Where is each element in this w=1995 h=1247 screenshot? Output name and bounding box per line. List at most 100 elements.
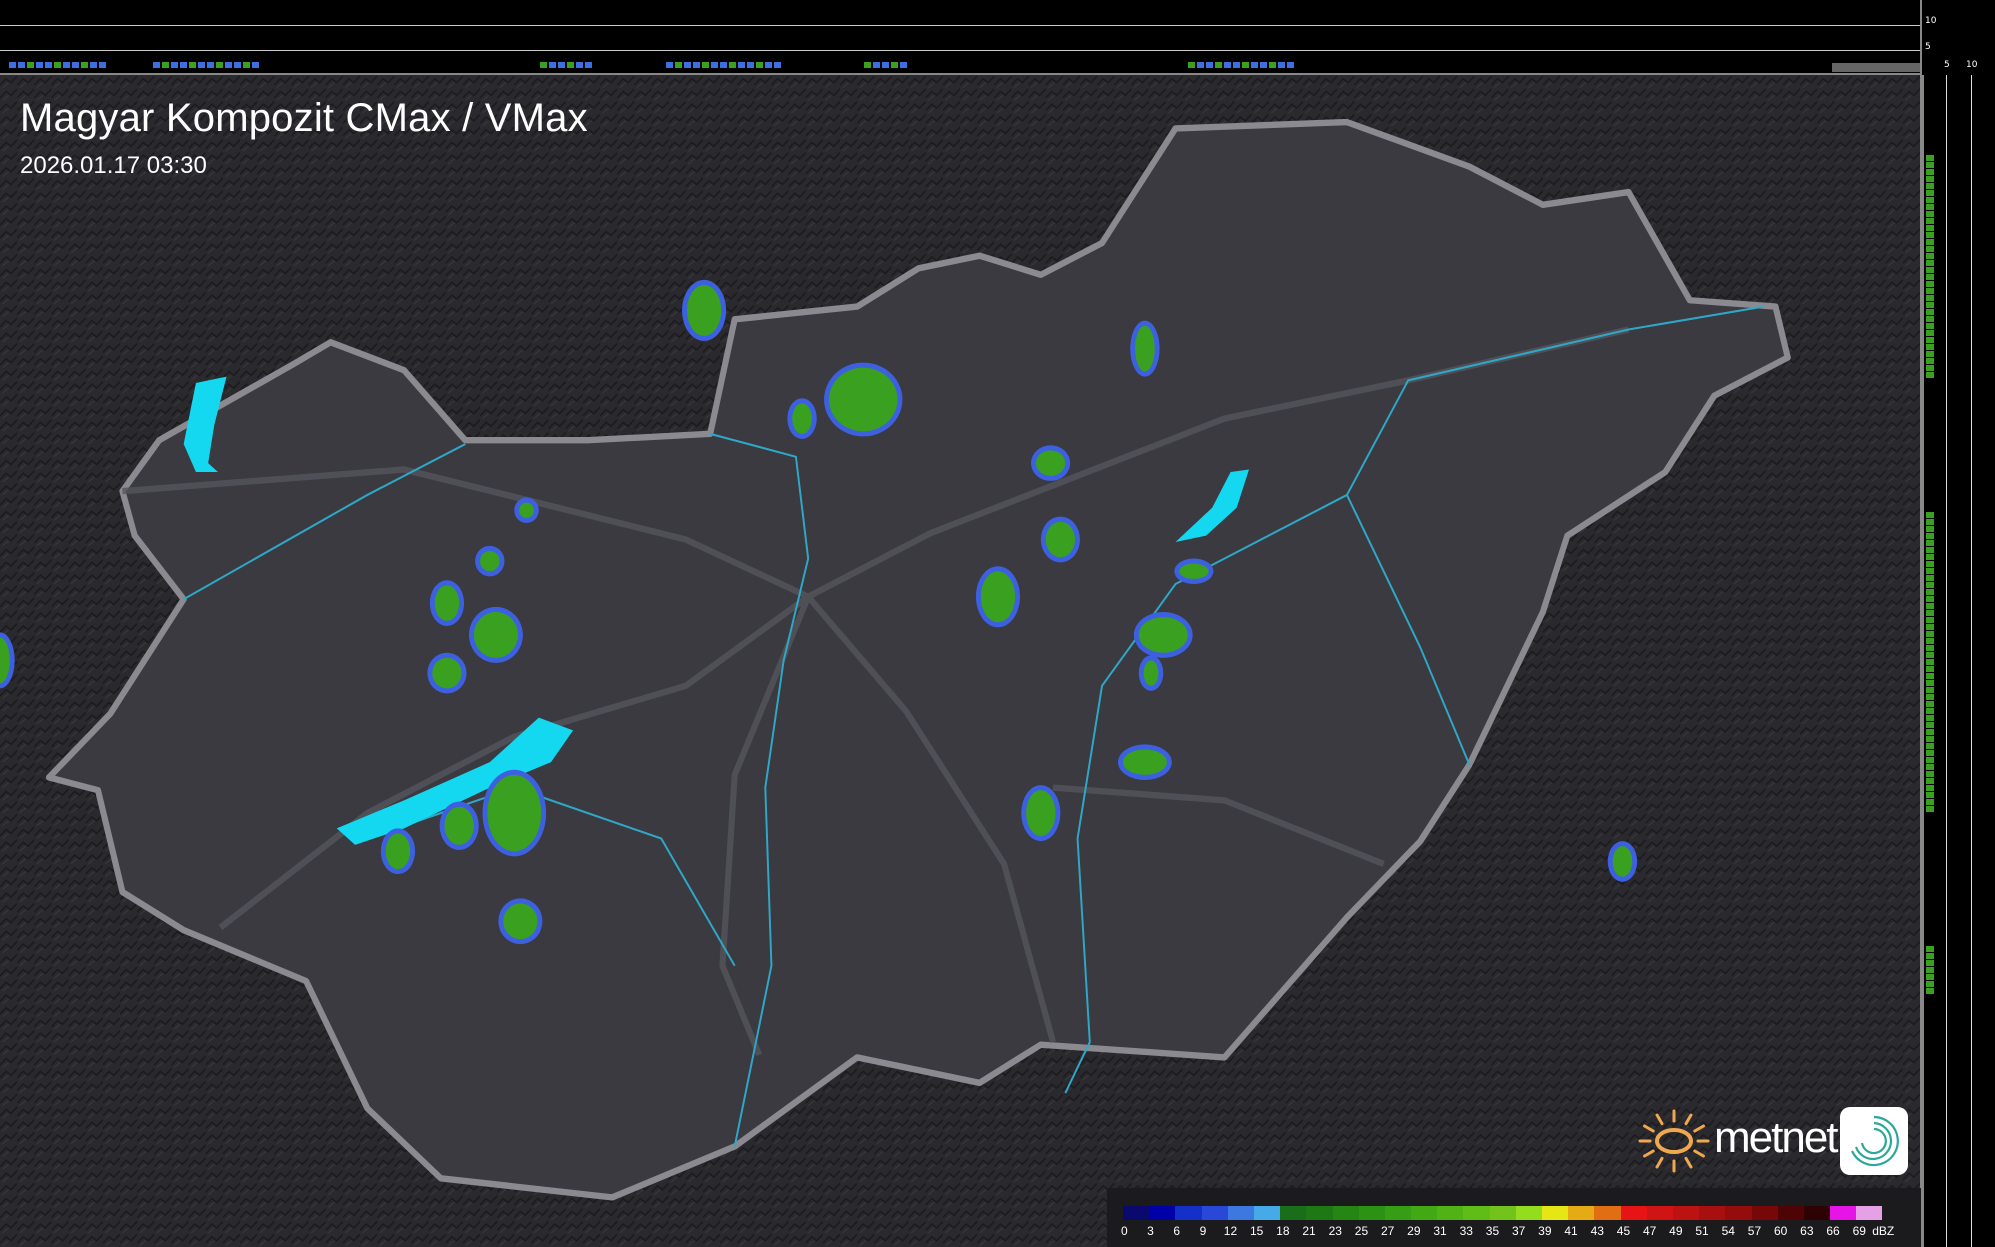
legend-tick-label: 35 (1485, 1224, 1500, 1238)
legend-swatch (1227, 1206, 1254, 1220)
profile-echo (243, 62, 250, 68)
legend-tick-label: 12 (1223, 1224, 1238, 1238)
profile-echo (1926, 190, 1934, 196)
profile-echo (1926, 708, 1934, 714)
profile-echo (720, 62, 727, 68)
axis-gridline-10 (0, 25, 1920, 26)
radar-map[interactable] (0, 75, 1920, 1247)
legend-tick-label: 39 (1538, 1224, 1552, 1238)
echo-moderate (432, 657, 462, 689)
axis-gridline-10 (1971, 75, 1972, 1247)
profile-echo (1926, 659, 1934, 665)
profile-echo (1926, 757, 1934, 763)
profile-echo (252, 62, 259, 68)
profile-echo (1926, 162, 1934, 168)
top-axis-label-10: 10 (1925, 16, 1937, 26)
radar-echoes (0, 279, 1638, 945)
profile-echo (1926, 750, 1934, 756)
echo-moderate (828, 367, 898, 432)
legend-tick-label: 49 (1669, 1224, 1683, 1238)
profile-echo (1926, 729, 1934, 735)
legend-tick-label: 18 (1276, 1224, 1290, 1238)
rivers (183, 305, 1764, 1147)
profile-echo (711, 62, 718, 68)
profile-echo (702, 62, 709, 68)
echo-moderate (434, 585, 460, 621)
legend-swatch (1437, 1206, 1464, 1220)
profile-echo (1926, 211, 1934, 217)
profile-echo (1926, 778, 1934, 784)
legend-swatch (1515, 1206, 1542, 1220)
profile-echo (1926, 372, 1934, 378)
echo-moderate (686, 284, 722, 336)
legend-swatch (1384, 1206, 1412, 1220)
legend-tick-label: 43 (1590, 1224, 1604, 1238)
profile-echo (1926, 638, 1934, 644)
echo-moderate (1179, 563, 1209, 579)
profile-echo (1926, 330, 1934, 336)
legend-swatch (1777, 1206, 1804, 1220)
motorways (122, 326, 1630, 1057)
profile-echo (774, 62, 781, 68)
echo-moderate (444, 806, 474, 845)
profile-echo (558, 62, 565, 68)
profile-echo (1926, 785, 1934, 791)
profile-echo (1242, 62, 1249, 68)
legend-swatch (1280, 1206, 1307, 1220)
legend-color-bar (1123, 1206, 1883, 1220)
profile-echo (873, 62, 880, 68)
lake-neusiedl (183, 376, 227, 473)
profile-echo (891, 62, 898, 68)
top-axis-label-5: 5 (1925, 42, 1931, 52)
profile-echo (1269, 62, 1276, 68)
legend-swatch (1123, 1206, 1150, 1220)
profile-echo (1926, 337, 1934, 343)
profile-echo (180, 62, 187, 68)
profile-echo (198, 62, 205, 68)
profile-echo (1926, 792, 1934, 798)
profile-echo (1926, 764, 1934, 770)
profile-echo (1287, 62, 1294, 68)
profile-echo (1197, 62, 1204, 68)
profile-echo (1926, 253, 1934, 259)
echo-moderate (487, 774, 542, 852)
profile-echo (882, 62, 889, 68)
lakes (183, 376, 1249, 845)
legend-tick-label: 31 (1433, 1224, 1447, 1238)
profile-echo (1926, 358, 1934, 364)
profile-echo (729, 62, 736, 68)
vertical-profile-top-panel (0, 0, 1920, 75)
profile-echo (1926, 267, 1934, 273)
profile-echo (1926, 197, 1934, 203)
panel-separator (1920, 0, 1922, 1247)
legend-tick-label: 21 (1302, 1224, 1316, 1238)
logo-text: metnet (1714, 1113, 1839, 1162)
profile-echo (747, 62, 754, 68)
profile-echo (684, 62, 691, 68)
legend-swatch (1411, 1206, 1438, 1220)
profile-fill (1832, 63, 1920, 72)
legend-swatch (1568, 1206, 1595, 1220)
profile-echo (1926, 246, 1934, 252)
legend-swatch (1803, 1206, 1831, 1220)
profile-echo (1926, 575, 1934, 581)
profile-echo (1926, 701, 1934, 707)
legend-swatch (1751, 1206, 1778, 1220)
legend-tick-label: 54 (1721, 1224, 1735, 1238)
profile-echo (585, 62, 592, 68)
legend-tick-label: 41 (1564, 1224, 1578, 1238)
profile-echo (1926, 967, 1934, 973)
map-timestamp: 2026.01.17 03:30 (20, 152, 207, 179)
profile-echo (1926, 554, 1934, 560)
echo-moderate (1138, 617, 1188, 653)
profile-echo (1926, 365, 1934, 371)
legend-tick-label: 27 (1380, 1224, 1395, 1238)
metnet-logo: metnet (1636, 1103, 1916, 1179)
profile-echo (1215, 62, 1222, 68)
profile-echo (207, 62, 214, 68)
profile-echo (576, 62, 583, 68)
profile-echo (1926, 309, 1934, 315)
axis-gridline-5 (1946, 75, 1947, 1247)
profile-echo (1251, 62, 1258, 68)
legend-swatch (1594, 1206, 1621, 1220)
